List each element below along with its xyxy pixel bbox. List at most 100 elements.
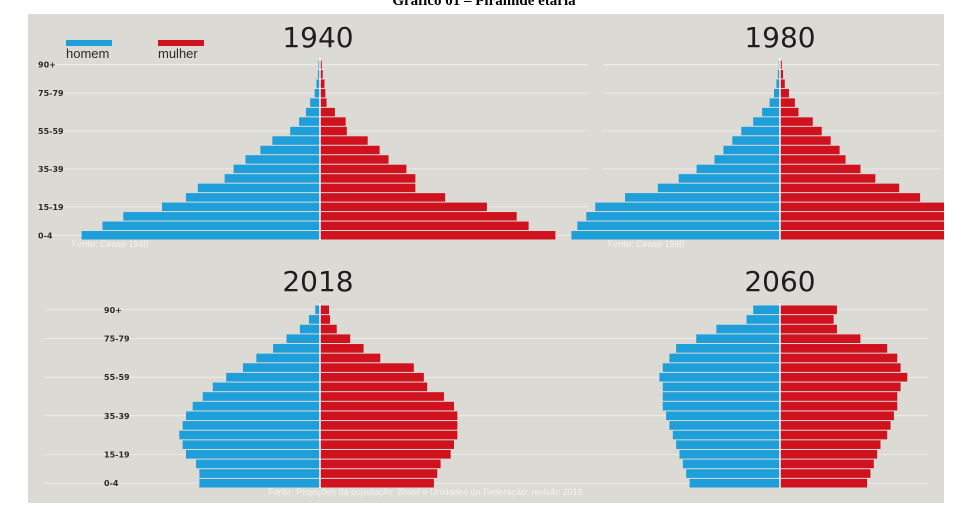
bar-homem-60-64: [242, 363, 320, 372]
bar-homem-10-14: [682, 459, 780, 469]
bar-homem-35-39: [666, 411, 780, 421]
bar-mulher-25-29: [320, 183, 416, 193]
bar-homem-15-19: [162, 202, 320, 212]
bar-mulher-40-44: [780, 401, 898, 411]
bar-mulher-35-39: [320, 411, 458, 421]
bar-mulher-80-84: [320, 324, 337, 334]
age-tick-label: 35-39: [38, 165, 64, 174]
bar-homem-70-74: [769, 98, 780, 107]
legend-homem-swatch: [66, 40, 112, 46]
bar-mulher-5-9: [320, 469, 438, 478]
bar-homem-90+: [318, 60, 320, 69]
bar-homem-80-84: [316, 79, 320, 88]
bar-mulher-55-59: [320, 372, 424, 382]
bar-mulher-20-24: [780, 440, 881, 449]
bar-mulher-30-34: [320, 421, 458, 430]
bar-mulher-30-34: [780, 421, 891, 430]
pyramid-1940: 1940 0-4 15-19 35-39 55-59 75-79 90+ Fonte: Cen…: [36, 21, 588, 249]
bar-mulher-40-44: [320, 155, 389, 164]
bar-mulher-0-4: [780, 478, 868, 488]
age-tick-label: 75-79: [104, 335, 130, 344]
bar-homem-25-29: [197, 183, 320, 193]
bar-mulher-75-79: [320, 88, 326, 98]
bar-homem-75-79: [774, 88, 780, 98]
bar-mulher-50-54: [320, 136, 368, 145]
bar-homem-25-29: [672, 430, 780, 440]
bar-mulher-75-79: [780, 334, 861, 344]
bar-homem-20-24: [185, 193, 320, 202]
bar-homem-40-44: [714, 155, 780, 164]
bar-homem-20-24: [676, 440, 780, 449]
bar-homem-5-9: [577, 221, 780, 231]
age-tick-label: 90+: [104, 306, 122, 315]
bar-mulher-5-9: [320, 221, 529, 231]
bar-mulher-90+: [780, 305, 837, 315]
source-note: Fonte: Censo 1980: [608, 239, 685, 249]
bar-mulher-60-64: [320, 363, 414, 372]
bar-mulher-80-84: [780, 79, 785, 88]
bar-homem-15-19: [186, 449, 320, 459]
source-note: Fonte: Censo 1940: [72, 239, 149, 249]
bar-mulher-25-29: [780, 430, 888, 440]
bar-homem-45-49: [723, 145, 780, 155]
bar-homem-50-54: [272, 136, 320, 145]
bar-homem-70-74: [273, 344, 320, 353]
bar-mulher-5-9: [780, 221, 944, 231]
bar-homem-55-59: [659, 372, 780, 382]
bar-mulher-5-9: [780, 469, 871, 478]
bar-homem-45-49: [260, 145, 320, 155]
pyramid-2018: 2018 0-4 15-19 35-39 55-59 75-79 90+ Fonte: Pro…: [44, 265, 928, 497]
bar-homem-25-29: [657, 183, 780, 193]
bar-mulher-85-89: [320, 315, 331, 324]
bar-mulher-70-74: [780, 344, 888, 353]
chart-panel: homem mulher 1940 0-4 15-19 35-39 55-59 75-79…: [28, 14, 944, 503]
bar-homem-65-69: [305, 107, 320, 117]
bar-homem-50-54: [212, 382, 320, 392]
year-title: 1940: [282, 21, 353, 54]
bar-homem-85-89: [317, 69, 320, 79]
bar-homem-75-79: [696, 334, 780, 344]
bar-homem-85-89: [746, 315, 780, 324]
bar-homem-40-44: [245, 155, 320, 164]
bar-mulher-20-24: [320, 440, 454, 449]
bar-mulher-85-89: [320, 69, 323, 79]
bar-mulher-15-19: [320, 202, 487, 212]
bar-mulher-0-4: [320, 478, 434, 488]
legend-mulher-swatch: [158, 40, 204, 46]
bar-mulher-0-4: [780, 231, 944, 240]
bar-mulher-55-59: [780, 372, 908, 382]
bar-homem-70-74: [310, 98, 320, 107]
bar-mulher-70-74: [320, 98, 327, 107]
bar-homem-30-34: [669, 421, 780, 430]
age-tick-label: 90+: [38, 61, 56, 70]
bar-homem-35-39: [186, 411, 320, 421]
bar-homem-70-74: [676, 344, 780, 353]
bar-homem-65-69: [762, 107, 780, 117]
bar-homem-45-49: [202, 392, 320, 401]
bar-homem-15-19: [679, 449, 780, 459]
bar-mulher-75-79: [780, 88, 789, 98]
bar-mulher-25-29: [780, 183, 900, 193]
bar-homem-5-9: [199, 469, 320, 478]
bar-mulher-40-44: [320, 401, 454, 411]
bar-mulher-80-84: [780, 324, 837, 334]
bar-mulher-40-44: [780, 155, 846, 164]
bar-mulher-45-49: [320, 145, 380, 155]
year-title: 2060: [744, 265, 815, 298]
bar-mulher-20-24: [320, 193, 446, 202]
bar-homem-90+: [315, 305, 320, 315]
bar-mulher-60-64: [780, 363, 901, 372]
bar-homem-90+: [753, 305, 780, 315]
bar-mulher-85-89: [780, 315, 834, 324]
bar-mulher-75-79: [320, 334, 351, 344]
bar-mulher-50-54: [320, 382, 428, 392]
age-tick-label: 15-19: [38, 203, 64, 212]
bar-mulher-45-49: [780, 392, 898, 401]
source-note: Fonte: Projeções da população: Brasil e …: [268, 487, 583, 497]
bar-homem-0-4: [571, 231, 780, 240]
bar-mulher-10-14: [780, 212, 944, 221]
bar-mulher-65-69: [780, 353, 898, 363]
bar-homem-55-59: [741, 126, 780, 136]
bar-mulher-20-24: [780, 193, 921, 202]
bar-mulher-70-74: [320, 344, 364, 353]
